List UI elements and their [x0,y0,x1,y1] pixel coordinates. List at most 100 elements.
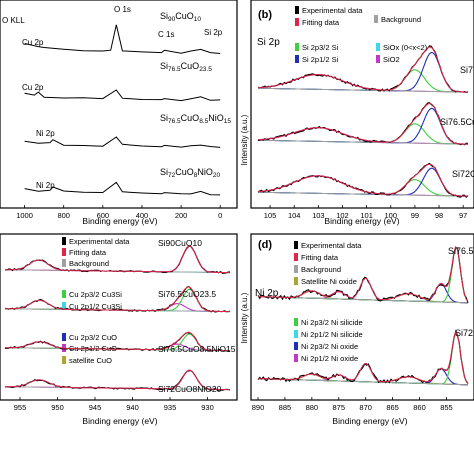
panel-b-legend-swatch [295,55,299,63]
sample-label-part: 72 [168,172,176,179]
panel-b-fitting-line [257,102,468,145]
panel-b-background-line [258,139,469,145]
panel-d-tick-label: 860 [413,403,426,412]
panel-a-xlabel: Binding energy (eV) [82,216,157,226]
panel-c-tick-label: 955 [14,403,27,412]
panel-c-x-ticks: 955 950 945 940 935 930 [14,397,214,412]
panel-a-sample-label: Si90CuO10 [160,11,201,23]
panel-c: Experimental data Fitting data Background C… [0,233,238,426]
survey-spectrum-line [24,181,221,196]
panel-c-sample-label: Si76.5CuO23.5 [158,289,216,299]
panel-d-tick-label: 855 [440,403,453,412]
panel-d-ylabel: Intensity (a.u.) [240,292,249,343]
panel-d-legend-label: Ni 2p1/2 Ni silicide [301,330,363,339]
sample-label-part: 8 [194,172,198,179]
panel-b-xlabel: Binding energy (eV) [324,216,399,226]
panel-a-sample-label: Si72CuO8NiO20 [160,167,221,179]
panel-b-tick-label: 104 [288,211,301,220]
panel-b-sample-label-3: Si72C [452,169,474,179]
panel-c-fitting-line [5,245,230,274]
panel-d-legend-swatch [294,241,298,249]
panel-d-component-peak [257,290,469,304]
panel-a-tick-label: 800 [57,211,70,220]
sample-label-part: 23.5 [199,66,212,73]
panel-c-legend-swatch [62,259,66,267]
panel-d-fitting-line [257,330,469,384]
peak-label-cu-2p-top: Cu 2p [22,38,44,47]
panel-b-fitting-line [257,163,468,197]
panel-d-component-peak [257,246,469,303]
panel-c-sample-label: Si76.5CuO8.5NiO15 [158,344,236,354]
panel-b-legend-swatch [295,43,299,51]
panel-d-component-peak [257,331,469,385]
panel-b-tick-label: 99 [411,211,419,220]
panel-c-legend-label: satellite CuO [69,356,112,365]
panel-c-legend-swatch [62,248,66,256]
panel-d-legend-swatch [294,354,298,362]
sample-label-part: CuO [175,167,194,177]
panel-b-experimental-line [257,45,469,94]
panel-d-legend-label: Background [301,265,341,274]
sample-label-part: Si [160,61,168,71]
panel-b-legend-label: SiOx (0<x<2) [383,43,428,52]
panel-b-plot-area [257,45,469,198]
panel-c-legend-label: Cu 2p3/2 CuO [69,333,117,342]
panel-b-component-peak [258,51,468,93]
panel-d-xlabel: Binding energy (eV) [332,416,407,426]
panel-d-component-peak [257,368,469,386]
panel-b-legend-swatch [295,18,299,26]
panel-b-legend-label: Si 2p1/2 Si [302,55,339,64]
panel-a-sample-label: Si76.5CuO23.5 [160,61,212,73]
panel-c-tick-label: 940 [126,403,139,412]
peak-label-cu-2p-second: Cu 2p [22,83,44,92]
panel-d-tick-label: 865 [386,403,399,412]
panel-b-legend-label: Si 2p3/2 Si [302,43,339,52]
panel-c-tick-label: 935 [164,403,177,412]
panel-c-legend-swatch [62,333,66,341]
panel-a-x-ticks: 1000 800 600 400 200 0 [16,205,222,220]
peak-label-o-1s: O 1s [114,5,131,14]
panel-a-frame [0,0,238,209]
panel-b-tick-label: 101 [360,211,373,220]
panel-a-sample-label: Si76.5CuO8.5NiO15 [160,113,231,125]
panel-d-legend-swatch [294,277,298,285]
sample-label-part: Si [160,113,168,123]
panel-a-tick-label: 400 [136,211,149,220]
sample-label-part: 76.5 [168,66,181,73]
panel-c-plot-area [4,245,231,391]
panel-d-legend-label: Satellite Ni oxide [301,277,357,286]
sample-label-part: NiO [197,167,213,177]
panel-d-legend-swatch [294,318,298,326]
panel-b-tick-label: 103 [312,211,325,220]
panel-d-legend-label: Ni 2p1/2 Ni oxide [301,354,358,363]
sample-label-part: Si [160,11,168,21]
sample-label-part: NiO [208,113,224,123]
panel-d-experimental-line [257,329,469,384]
panel-b-tick-label: 98 [435,211,443,220]
panel-b-component-peak [258,167,468,197]
panel-c-legend-swatch [62,356,66,364]
sample-label-part: 20 [213,172,221,179]
sample-label-part: 8.5 [199,118,208,125]
panel-d-tick-label: 870 [359,403,372,412]
panel-c-tick-label: 930 [201,403,214,412]
panel-c-sample-label: Si72CuO8NiO20 [158,384,222,394]
survey-spectrum-line [24,136,221,148]
panel-d-legend-swatch [294,342,298,350]
sample-label-part: CuO [175,11,194,21]
panel-b-experimental-line [257,102,469,146]
sample-label-part: 76.5 [168,118,181,125]
panel-b-legend-swatch [376,43,380,51]
panel-a-sample-labels: Si90CuO10Si76.5CuO23.5Si76.5CuO8.5NiO15S… [160,11,231,179]
sample-label-part: Si [160,167,168,177]
sample-label-part: CuO [181,61,200,71]
panel-b-legend-swatch [376,55,380,63]
panel-b-sample-label-1: Si7 [460,65,473,75]
panel-c-legend-label: Background [69,259,109,268]
panel-b-tick-label: 100 [385,211,398,220]
panel-d: (d) Ni 2p Intensity (a.u.) Experimental … [240,233,474,426]
panel-b-legend-label: Background [381,15,421,24]
panel-b-x-ticks: 105 104 103 102 101 100 99 98 97 [264,205,467,220]
panel-d-legend-label: Ni 2p3/2 Ni oxide [301,342,358,351]
